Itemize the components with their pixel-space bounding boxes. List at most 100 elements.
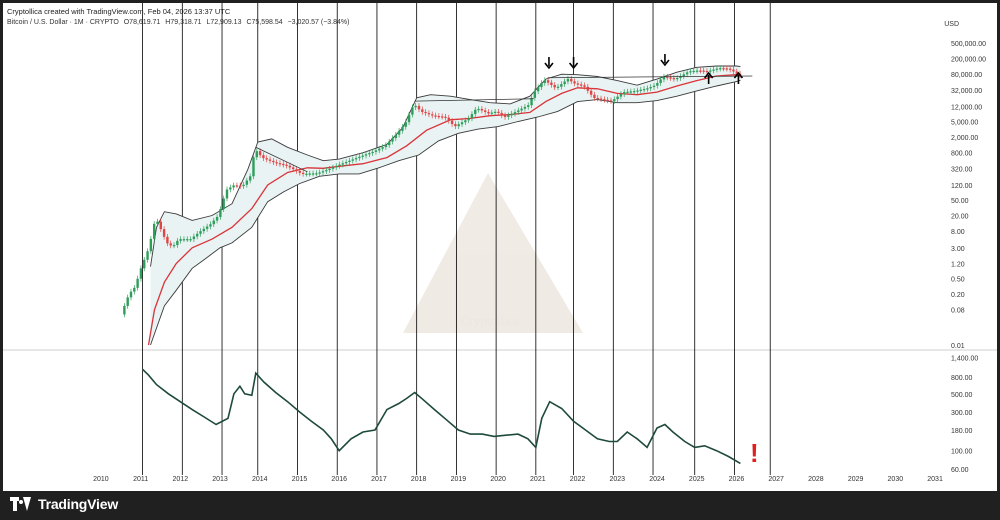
candle-body [205, 226, 209, 229]
candle-body [295, 169, 298, 171]
candle-body [467, 118, 470, 121]
candle-body [417, 105, 421, 110]
symbol-info: Bitcoin / U.S. Dollar · 1M · CRYPTO O78,… [7, 19, 352, 26]
candle-body [374, 150, 378, 152]
candle-body [199, 231, 202, 234]
trendline [414, 98, 534, 102]
candle-body [255, 151, 258, 158]
y-tick-label: 0.20 [951, 292, 965, 299]
candle-body [344, 161, 348, 164]
chart-panel[interactable]: Cryptollica 0.01 0.08 0.20 0.50 1.20 3.00 8.00 2… [3, 3, 997, 491]
candle-body [248, 176, 252, 181]
candle-body [192, 236, 196, 240]
candle-body [500, 112, 503, 116]
candle-body [722, 68, 725, 70]
chart-svg[interactable]: Cryptollica 0.01 0.08 0.20 0.50 1.20 3.00 8.00 2… [3, 3, 997, 491]
candle-body [454, 124, 457, 127]
x-tick-label: 2018 [411, 476, 427, 483]
y-tick-label: 50.00 [951, 198, 969, 205]
y-tick-label: 5,000.00 [951, 119, 978, 126]
candle-body [550, 82, 553, 85]
candle-body [387, 141, 391, 146]
candle-body [397, 130, 401, 135]
candle-body [143, 259, 146, 269]
candle-body [447, 117, 450, 121]
candle-body [450, 120, 454, 125]
x-tick-label: 2031 [927, 476, 943, 483]
candle-body [483, 110, 487, 112]
candle-body [437, 116, 441, 118]
ohlc-low: L72,909.13 [206, 19, 242, 26]
candle-body [245, 180, 249, 185]
candle-body [427, 113, 431, 115]
candle-body [169, 243, 172, 246]
y-tick-label: 8.00 [951, 229, 965, 236]
candle-body [728, 68, 732, 70]
candle-body [265, 158, 268, 160]
candle-body [292, 167, 295, 170]
x-tick-label: 2022 [570, 476, 586, 483]
candle-body [252, 157, 255, 177]
candle-body [285, 164, 288, 166]
candle-body [599, 98, 603, 100]
y-tick-label: 80,000.00 [951, 72, 982, 79]
candle-body [196, 233, 199, 237]
candle-body [262, 155, 265, 159]
candle-body [632, 91, 636, 93]
x-tick-label: 2027 [768, 476, 784, 483]
attribution-text: Cryptollica created with TradingView.com… [7, 7, 231, 16]
candle-body [510, 113, 513, 116]
candle-body [709, 70, 712, 72]
candle-body [338, 164, 341, 166]
x-tick-label: 2014 [252, 476, 268, 483]
candle-body [335, 165, 338, 168]
candle-body [315, 173, 318, 175]
candle-body [212, 220, 215, 225]
arrow-down-icon [660, 54, 670, 67]
candle-body [560, 84, 563, 87]
candle-body [719, 68, 722, 70]
x-tick-label: 2011 [133, 476, 148, 483]
candle-body [381, 147, 384, 149]
candle-body [589, 90, 593, 95]
candle-body [162, 229, 166, 237]
candles-group [123, 65, 742, 318]
candle-body [308, 173, 311, 175]
osc-y-tick-label: 300.00 [951, 410, 973, 417]
candle-body [318, 172, 321, 174]
candle-body [576, 83, 580, 85]
trendline [547, 75, 753, 79]
candle-body [735, 71, 738, 74]
candle-body [685, 72, 689, 75]
candle-body [609, 100, 613, 102]
candle-body [619, 94, 623, 97]
x-tick-label: 2028 [808, 476, 824, 483]
exclamation-icon: ! [750, 438, 759, 468]
candle-body [579, 84, 583, 86]
candle-body [603, 99, 606, 101]
candle-body [470, 114, 474, 119]
candle-body [219, 209, 222, 217]
candle-body [328, 168, 331, 171]
candle-body [474, 109, 477, 115]
candle-body [464, 120, 467, 123]
candle-body [629, 91, 633, 93]
candle-body [341, 163, 345, 165]
ohlc-change: −3,020.57 (−3.84%) [287, 19, 350, 26]
candle-body [513, 112, 517, 114]
candle-body [606, 99, 609, 101]
footer-bar: TradingView [0, 491, 1000, 520]
candle-body [563, 81, 566, 85]
tradingview-logo[interactable]: TradingView [10, 496, 118, 512]
candle-body [652, 85, 656, 88]
candle-body [536, 87, 540, 92]
candle-body [646, 88, 649, 90]
osc-y-tick-label: 60.00 [951, 467, 969, 474]
candle-body [401, 126, 404, 131]
currency-label: USD [944, 21, 959, 28]
candle-body [394, 134, 398, 139]
candle-body [371, 151, 374, 154]
watermark-logo: Cryptollica [403, 173, 583, 333]
y-tick-label: 200,000.00 [951, 57, 986, 64]
